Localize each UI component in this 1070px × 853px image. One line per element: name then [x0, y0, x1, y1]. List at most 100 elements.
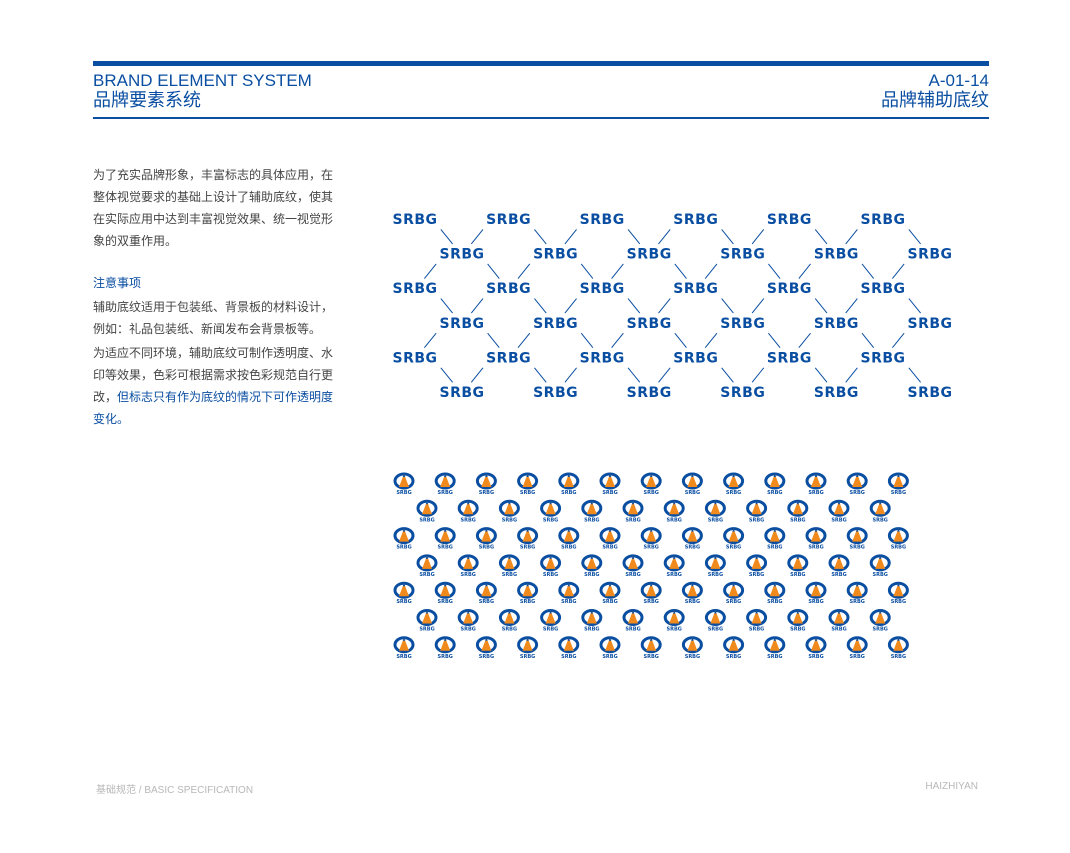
pattern-connector	[534, 229, 547, 245]
brand-logo-icon: SRBG	[457, 609, 479, 633]
svg-text:SRBG: SRBG	[438, 490, 453, 496]
section-title-cn: 品牌要素系统	[93, 90, 201, 111]
brand-logo-icon: SRBG	[599, 636, 621, 660]
svg-text:SRBG: SRBG	[396, 490, 411, 496]
pattern-connector	[517, 263, 531, 279]
brand-logo-icon: SRBG	[640, 527, 662, 551]
svg-text:SRBG: SRBG	[520, 490, 535, 496]
svg-text:SRBG: SRBG	[438, 654, 453, 660]
brand-wordmark: SRBG	[907, 316, 952, 332]
brand-wordmark: SRBG	[814, 247, 859, 263]
brand-logo-icon: SRBG	[581, 554, 603, 578]
pattern-connector	[814, 298, 828, 314]
brand-wordmark: SRBG	[814, 316, 859, 332]
svg-text:SRBG: SRBG	[767, 490, 782, 496]
brand-logo-icon: SRBG	[723, 527, 745, 551]
pattern-connector	[704, 332, 718, 349]
brand-logo-icon: SRBG	[558, 636, 580, 660]
brand-logo-icon: SRBG	[517, 581, 539, 605]
brand-logo-icon: SRBG	[704, 499, 726, 523]
pattern-connector	[768, 332, 781, 349]
notes-title: 注意事项	[93, 276, 142, 290]
brand-wordmark: SRBG	[907, 385, 952, 401]
svg-text:SRBG: SRBG	[584, 517, 599, 523]
brand-logo-icon: SRBG	[681, 527, 703, 551]
brand-logo-icon: SRBG	[416, 554, 438, 578]
pattern-connector	[487, 263, 500, 279]
pattern-connector	[487, 332, 500, 349]
brand-logo-icon: SRBG	[475, 581, 497, 605]
brand-logo-icon: SRBG	[787, 554, 809, 578]
svg-text:SRBG: SRBG	[602, 654, 617, 660]
pattern-connector	[908, 298, 921, 314]
brand-logo-icon: SRBG	[663, 554, 685, 578]
brand-logo-icon: SRBG	[622, 499, 644, 523]
pattern-connector	[845, 229, 858, 245]
brand-wordmark: SRBG	[580, 281, 625, 297]
header-divider	[93, 117, 989, 119]
brand-logo-icon: SRBG	[846, 527, 868, 551]
svg-text:SRBG: SRBG	[520, 545, 535, 551]
svg-text:SRBG: SRBG	[808, 490, 823, 496]
brand-wordmark: SRBG	[627, 247, 672, 263]
svg-text:SRBG: SRBG	[625, 572, 640, 578]
brand-logo-icon: SRBG	[457, 499, 479, 523]
brand-logo-icon: SRBG	[434, 581, 456, 605]
svg-text:SRBG: SRBG	[708, 572, 723, 578]
brand-logo-icon: SRBG	[764, 527, 786, 551]
brand-logo-icon: SRBG	[746, 554, 768, 578]
brand-logo-icon: SRBG	[393, 581, 415, 605]
brand-logo-icon: SRBG	[581, 609, 603, 633]
brand-logo-icon: SRBG	[640, 581, 662, 605]
brand-logo-icon: SRBG	[517, 636, 539, 660]
svg-text:SRBG: SRBG	[767, 654, 782, 660]
svg-text:SRBG: SRBG	[419, 572, 434, 578]
page-title: 品牌辅助底纹	[881, 90, 989, 111]
svg-text:SRBG: SRBG	[708, 627, 723, 633]
pattern-connector	[721, 229, 734, 245]
pattern-connector	[751, 367, 765, 383]
pattern-connector	[908, 229, 921, 245]
brand-wordmark: SRBG	[533, 247, 578, 263]
svg-text:SRBG: SRBG	[726, 490, 741, 496]
pattern-connector	[861, 332, 875, 349]
brand-logo-icon: SRBG	[498, 554, 520, 578]
svg-text:SRBG: SRBG	[644, 599, 659, 605]
pattern-connector	[564, 367, 577, 383]
brand-wordmark: SRBG	[720, 247, 765, 263]
brand-logo-icon: SRBG	[869, 609, 891, 633]
svg-text:SRBG: SRBG	[644, 545, 659, 551]
pattern-connector	[674, 263, 687, 279]
pattern-connector	[892, 263, 905, 279]
pattern-connector	[845, 298, 858, 314]
svg-text:SRBG: SRBG	[891, 654, 906, 660]
brand-logo-icon: SRBG	[498, 499, 520, 523]
note-2: 为适应不同环境，辅助底纹可制作透明度、水印等效果，色彩可根据需求按色彩规范自行更…	[93, 342, 338, 430]
brand-logo-icon: SRBG	[663, 609, 685, 633]
svg-text:SRBG: SRBG	[502, 627, 517, 633]
brand-wordmark: SRBG	[627, 316, 672, 332]
brand-logo-icon: SRBG	[640, 636, 662, 660]
brand-logo-icon: SRBG	[416, 499, 438, 523]
brand-logo-icon: SRBG	[581, 499, 603, 523]
pattern-connector	[564, 298, 577, 314]
brand-logo-icon: SRBG	[764, 472, 786, 496]
svg-text:SRBG: SRBG	[438, 545, 453, 551]
svg-text:SRBG: SRBG	[561, 490, 576, 496]
brand-logo-icon: SRBG	[887, 581, 909, 605]
svg-text:SRBG: SRBG	[891, 599, 906, 605]
brand-wordmark: SRBG	[860, 212, 905, 228]
svg-text:SRBG: SRBG	[520, 599, 535, 605]
brand-logo-icon: SRBG	[599, 581, 621, 605]
brand-logo-icon: SRBG	[540, 499, 562, 523]
brand-wordmark: SRBG	[439, 316, 484, 332]
brand-logo-icon: SRBG	[869, 554, 891, 578]
brand-logo-icon: SRBG	[846, 581, 868, 605]
pattern-connector	[470, 298, 484, 314]
description: 为了充实品牌形象，丰富标志的具体应用，在整体视觉要求的基础上设计了辅助底纹，使其…	[93, 164, 338, 430]
svg-text:SRBG: SRBG	[831, 627, 846, 633]
svg-text:SRBG: SRBG	[461, 627, 476, 633]
svg-text:SRBG: SRBG	[602, 545, 617, 551]
brand-wordmark: SRBG	[767, 350, 812, 366]
pattern-connector	[845, 367, 858, 383]
